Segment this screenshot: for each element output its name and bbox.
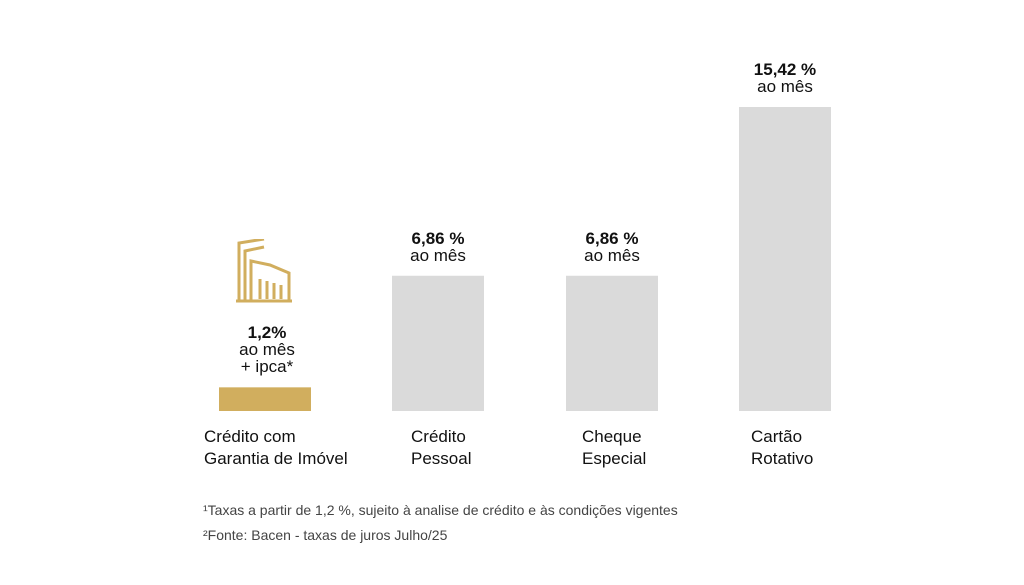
category-label-2: Crédito Pessoal	[411, 426, 471, 470]
bar-value-label-3: 6,86 % ao mês	[522, 230, 702, 264]
bar-1	[219, 387, 311, 411]
bar-value: 15,42 %	[753, 60, 817, 79]
category-line: Crédito com	[204, 427, 296, 446]
bar-value: 6,86 %	[411, 228, 465, 248]
bar-unit: ao mês	[584, 245, 640, 265]
category-line: Pessoal	[411, 449, 472, 468]
category-label-3: Cheque Especial	[582, 426, 646, 470]
bar-value-label-1: 1,2% ao mês + ipca*	[177, 324, 357, 375]
bar-extra: + ipca*	[240, 357, 294, 377]
category-line: Garantia de Imóvel	[204, 449, 348, 468]
category-label-4: Cartão Rotativo	[751, 426, 813, 470]
category-label-1: Crédito com Garantia de Imóvel	[204, 426, 348, 470]
bar-unit: ao mês	[410, 245, 466, 265]
footnote-2: ²Fonte: Bacen - taxas de juros Julho/25	[203, 527, 448, 543]
bar-value: 6,86 %	[585, 228, 639, 248]
bar-value: 1,2%	[247, 323, 287, 343]
bar-value-label-2: 6,86 % ao mês	[348, 230, 528, 264]
bar-unit: ao mês	[757, 77, 813, 96]
footnote-1: ¹Taxas a partir de 1,2 %, sujeito à anal…	[203, 502, 678, 518]
category-line: Especial	[582, 449, 647, 468]
bar-2	[392, 275, 484, 411]
category-line: Cartão	[751, 427, 803, 446]
bar-unit: ao mês	[239, 340, 295, 360]
category-line: Cheque	[582, 427, 642, 446]
category-line: Rotativo	[751, 449, 814, 468]
bar-value-label-4: 15,42 % ao mês	[695, 61, 875, 95]
building-icon	[236, 239, 292, 303]
bar-3	[566, 275, 658, 411]
category-line: Crédito	[411, 427, 466, 446]
bar-4	[739, 107, 831, 411]
